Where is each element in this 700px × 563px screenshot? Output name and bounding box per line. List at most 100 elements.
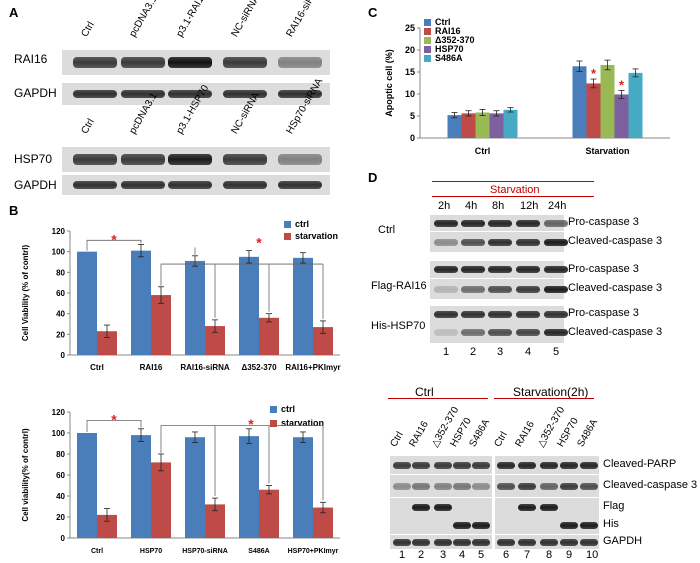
- lower-group-ctrl-line: [388, 398, 488, 399]
- bar: [475, 112, 490, 138]
- lower-lane-number: 9: [566, 549, 573, 561]
- lower-lane-number: 3: [440, 549, 447, 561]
- legend-swatch: [270, 420, 277, 427]
- blot-band: [434, 219, 458, 227]
- blot-band: [453, 482, 471, 490]
- blot-band: [516, 266, 540, 273]
- blot-band: [434, 329, 458, 336]
- lane-label-top: NC-siRNA: [229, 0, 263, 39]
- blot-band: [560, 482, 578, 490]
- blot-band: [453, 461, 471, 469]
- bar: [447, 115, 462, 138]
- legend-swatch: [284, 221, 291, 228]
- lane-number: 3: [497, 346, 504, 358]
- blot-band: [488, 310, 512, 318]
- category-label: Δ352-370: [241, 363, 277, 372]
- blot-band: [516, 219, 540, 227]
- lower-lane-number: 1: [399, 549, 406, 561]
- blot-strip-starvation: [495, 498, 599, 516]
- bar: [239, 256, 259, 355]
- blot-gapdh-top: [62, 83, 330, 105]
- blot-label-rai16: RAI16: [14, 52, 48, 66]
- blot-band: [412, 503, 430, 511]
- lower-row-label: GAPDH: [603, 535, 643, 547]
- y-tick-label: 60: [56, 289, 65, 298]
- blot-band: [461, 266, 485, 273]
- blot-band: [278, 154, 322, 165]
- y-tick-label: 100: [52, 248, 66, 257]
- bar: [131, 250, 151, 355]
- blot-band: [497, 461, 515, 469]
- y-tick-label: 120: [52, 408, 66, 417]
- bar: [628, 72, 643, 138]
- significance-bracket: [86, 419, 142, 432]
- legend-label: RAI16: [435, 26, 461, 36]
- blot-row-label: Cleaved-caspase 3: [568, 325, 663, 338]
- blot-strip-ctrl: [390, 456, 492, 474]
- blot-strip-ctrl: [390, 498, 492, 516]
- time-label: 4h: [465, 200, 478, 212]
- lower-row-label: Cleaved-caspase 3: [603, 479, 698, 491]
- y-tick-label: 20: [405, 45, 415, 55]
- blot-strip-ctrl: [390, 535, 492, 549]
- blot-band: [540, 503, 558, 511]
- lower-lane-label: RAI16: [407, 419, 431, 449]
- category-label: RAI16-siRNA: [180, 363, 230, 372]
- bar: [313, 327, 333, 355]
- category-label: HSP70+PKImyr: [288, 548, 339, 555]
- bar: [185, 437, 205, 538]
- legend-label: starvation: [295, 231, 338, 241]
- lower-lane-label: Ctrl: [492, 430, 510, 449]
- legend-label: Δ352-370: [435, 35, 475, 45]
- lower-lane-number: 8: [546, 549, 553, 561]
- panel-letter-a: A: [9, 5, 19, 20]
- blot-band: [544, 219, 568, 227]
- blot-band: [544, 310, 568, 318]
- blot-rai16: [62, 50, 330, 75]
- bar: [586, 83, 601, 138]
- y-tick-label: 0: [61, 534, 66, 543]
- blot-band: [540, 461, 558, 469]
- blot-band: [412, 461, 430, 469]
- blot-band: [488, 238, 512, 246]
- lower-group-ctrl: Ctrl: [415, 385, 434, 399]
- y-tick-label: 10: [405, 89, 415, 99]
- panel-letter-d: D: [368, 170, 378, 185]
- blot-band: [434, 461, 452, 469]
- significance-bracket: [160, 263, 323, 286]
- blot-band: [518, 461, 536, 469]
- time-label: 8h: [492, 200, 505, 212]
- significance-star: *: [248, 416, 254, 432]
- significance-star: *: [619, 78, 625, 93]
- blot-band: [560, 521, 578, 529]
- blot-band: [544, 266, 568, 273]
- blot-band: [461, 219, 485, 227]
- category-label: Ctrl: [91, 548, 103, 555]
- blot-band: [434, 503, 452, 511]
- blot-band: [434, 310, 458, 318]
- chart-b-top: 0 20 40 60 80 100 120 Cell Viability (% of cont…: [21, 219, 341, 372]
- blot-band: [278, 57, 322, 68]
- legend-label: S486A: [435, 53, 463, 63]
- group-label-ctrl: Ctrl: [378, 224, 396, 236]
- blot-band: [518, 503, 536, 511]
- legend-swatch: [284, 233, 291, 240]
- y-tick-label: 40: [56, 492, 65, 501]
- legend-swatch: [424, 19, 431, 26]
- lower-lane-number: 10: [586, 549, 599, 561]
- blot-band: [488, 329, 512, 336]
- blot-band: [121, 57, 165, 68]
- blot-strip-starvation: [495, 456, 599, 474]
- bar: [313, 507, 333, 538]
- legend-swatch: [424, 37, 431, 44]
- legend-label: ctrl: [281, 404, 295, 414]
- blot-band: [73, 90, 117, 98]
- blot-band: [516, 285, 540, 293]
- blot-row-label: Pro-caspase 3: [568, 262, 639, 275]
- bar: [461, 113, 476, 138]
- bar: [614, 94, 629, 138]
- blot-label-gapdh-top: GAPDH: [14, 86, 57, 100]
- y-tick-label: 80: [56, 450, 65, 459]
- significance-bracket: [86, 239, 142, 251]
- time-label: 2h: [438, 200, 451, 212]
